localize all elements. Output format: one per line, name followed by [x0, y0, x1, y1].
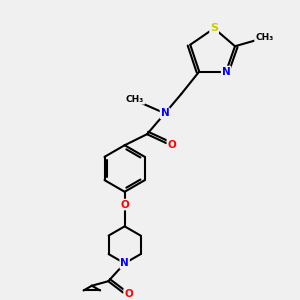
Text: N: N — [160, 108, 169, 118]
Text: CH₃: CH₃ — [126, 95, 144, 104]
Text: O: O — [124, 289, 133, 299]
Text: N: N — [120, 258, 129, 268]
Text: O: O — [120, 200, 129, 210]
Text: S: S — [210, 23, 218, 33]
Text: O: O — [167, 140, 176, 150]
Text: N: N — [222, 67, 230, 76]
Text: CH₃: CH₃ — [255, 33, 273, 42]
